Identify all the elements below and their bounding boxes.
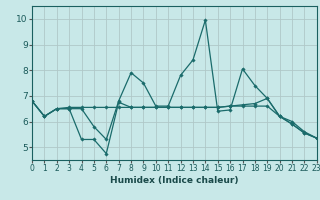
X-axis label: Humidex (Indice chaleur): Humidex (Indice chaleur) [110,176,239,185]
